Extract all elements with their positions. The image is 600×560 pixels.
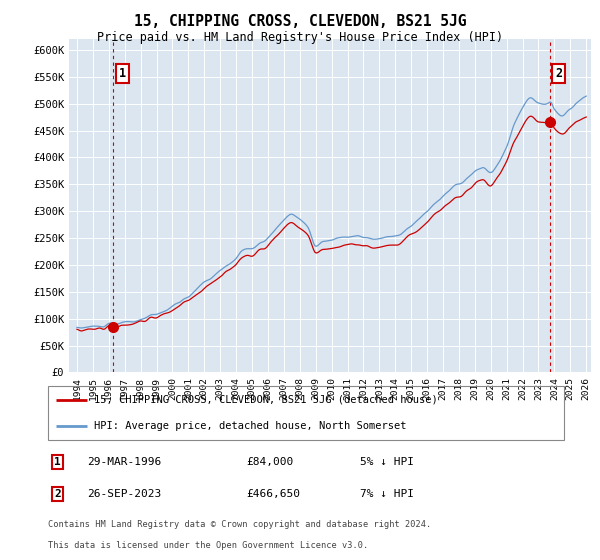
Text: 29-MAR-1996: 29-MAR-1996 xyxy=(87,457,161,467)
Text: 1: 1 xyxy=(119,67,127,80)
Text: 7% ↓ HPI: 7% ↓ HPI xyxy=(360,489,414,499)
Text: 15, CHIPPING CROSS, CLEVEDON, BS21 5JG: 15, CHIPPING CROSS, CLEVEDON, BS21 5JG xyxy=(134,14,466,29)
Text: 2: 2 xyxy=(555,67,562,80)
Text: This data is licensed under the Open Government Licence v3.0.: This data is licensed under the Open Gov… xyxy=(48,541,368,550)
Text: £466,650: £466,650 xyxy=(246,489,300,499)
Text: Contains HM Land Registry data © Crown copyright and database right 2024.: Contains HM Land Registry data © Crown c… xyxy=(48,520,431,529)
Text: HPI: Average price, detached house, North Somerset: HPI: Average price, detached house, Nort… xyxy=(94,421,407,431)
Text: 26-SEP-2023: 26-SEP-2023 xyxy=(87,489,161,499)
Text: 1: 1 xyxy=(54,457,61,467)
Text: 5% ↓ HPI: 5% ↓ HPI xyxy=(360,457,414,467)
Text: Price paid vs. HM Land Registry's House Price Index (HPI): Price paid vs. HM Land Registry's House … xyxy=(97,31,503,44)
Text: 2: 2 xyxy=(54,489,61,499)
Text: £84,000: £84,000 xyxy=(246,457,293,467)
Text: 15, CHIPPING CROSS, CLEVEDON, BS21 5JG (detached house): 15, CHIPPING CROSS, CLEVEDON, BS21 5JG (… xyxy=(94,395,438,405)
